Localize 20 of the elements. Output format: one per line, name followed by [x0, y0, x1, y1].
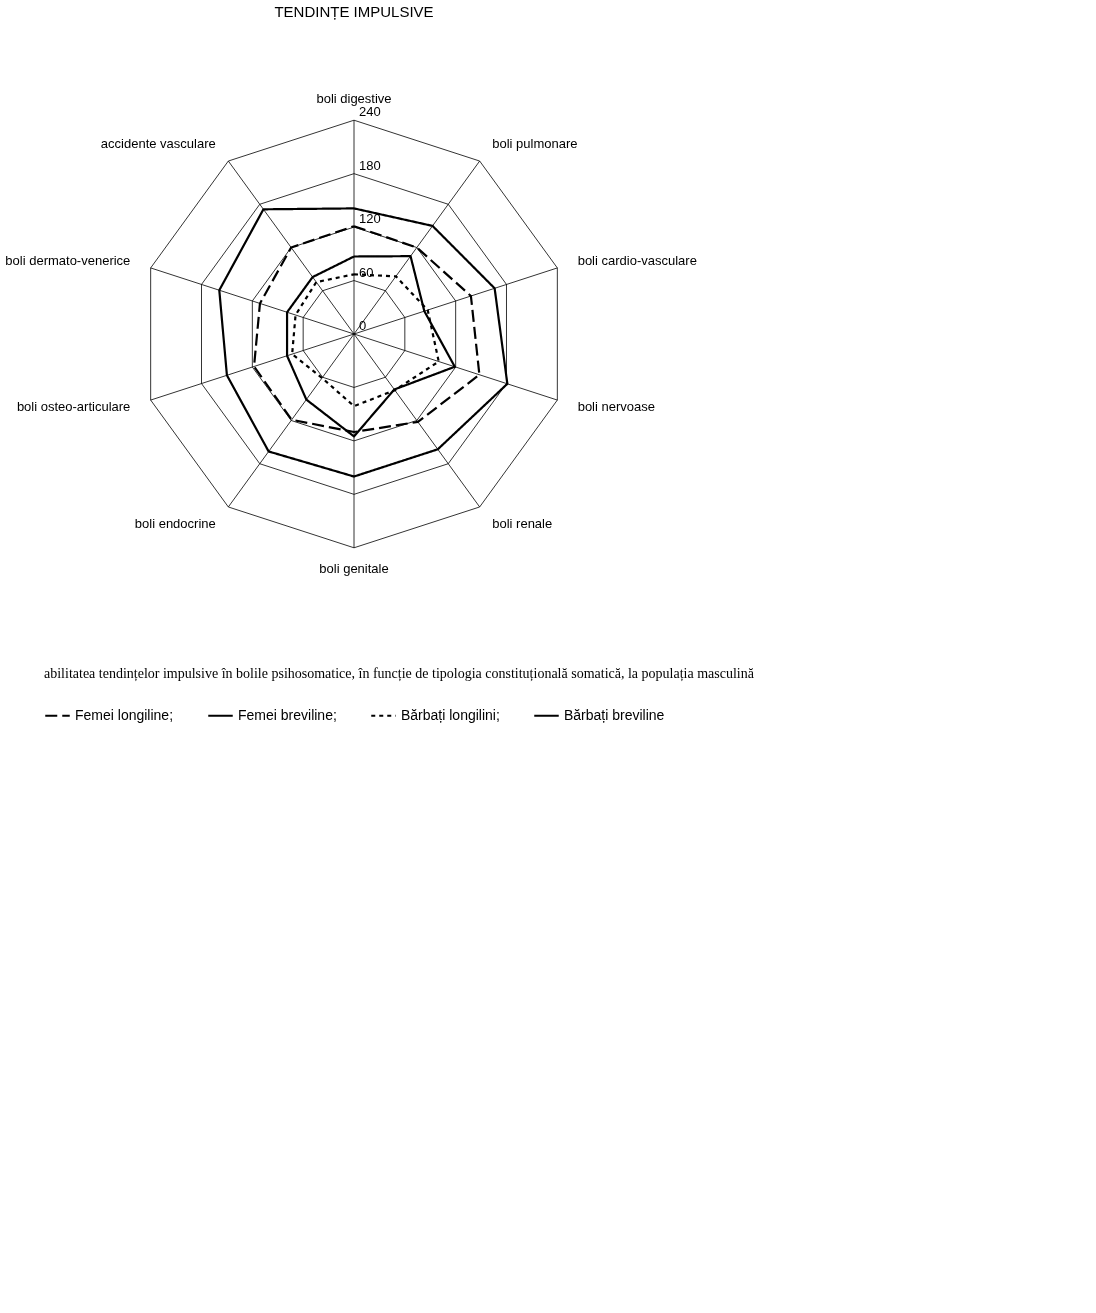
y-tick-label: 0 [359, 318, 367, 333]
spoke-label: boli cardio-vasculare [577, 253, 697, 269]
spoke-label: boli renale [492, 516, 553, 532]
text: abilitatea tendințelor impulsive în bolile psihosomatice, în funcție de tipologia constituțională somatică, la populația masculină [44, 666, 755, 682]
y-tick-label: 240 [359, 104, 381, 120]
spoke-label: boli genitale [319, 561, 389, 577]
spoke-label: boli nervoase [577, 398, 655, 414]
spoke-label: accidente vasculare [100, 135, 216, 151]
spoke-label: boli osteo-articulare [16, 398, 131, 414]
legend-label: Femei longiline; [75, 706, 174, 723]
chart-title: TENDINȚE IMPULSIVE [274, 3, 434, 20]
y-tick-label: 180 [359, 157, 381, 173]
spoke-label: boli pulmonare [492, 135, 578, 151]
y-tick-label: 120 [359, 211, 381, 227]
spoke-label: boli endocrine [134, 516, 216, 532]
legend-label: Femei breviline; [238, 706, 337, 723]
legend-label: Bărbați longilini; [401, 706, 500, 723]
spoke-label: boli dermato-venerice [5, 253, 131, 269]
spoke-label: boli digestive [316, 90, 392, 106]
legend-label: Bărbați breviline [564, 706, 665, 723]
